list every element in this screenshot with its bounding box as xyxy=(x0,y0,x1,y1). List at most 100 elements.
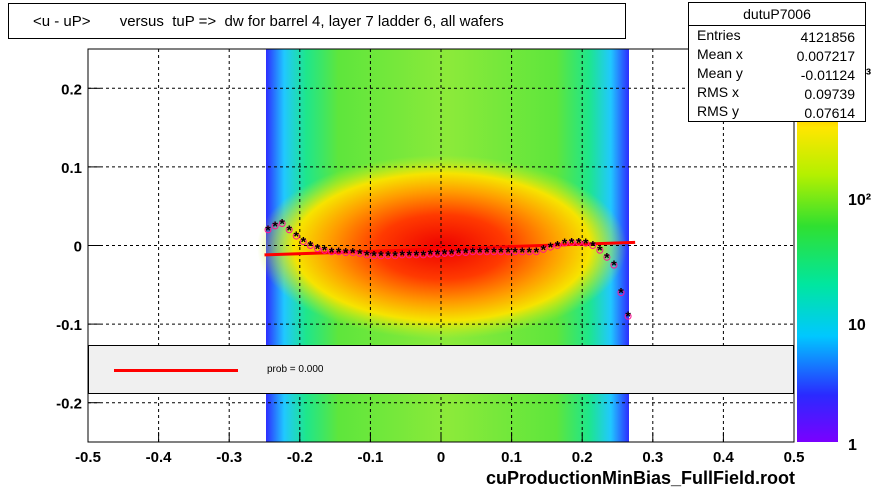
legend-box: prob = 0.000 xyxy=(88,345,794,394)
profile-marker-star: * xyxy=(378,248,384,264)
profile-marker-open xyxy=(462,249,470,257)
profile-marker-star: * xyxy=(322,242,328,258)
profile-marker-star: * xyxy=(548,239,554,255)
profile-marker-star: * xyxy=(505,244,511,260)
heatmap-core xyxy=(257,155,627,339)
profile-marker-open xyxy=(476,248,484,256)
stats-value: -0.01124 xyxy=(800,67,855,83)
profile-marker-open xyxy=(321,246,329,254)
color-bar-label: 10² xyxy=(848,192,871,209)
x-tick-label: -0.4 xyxy=(146,449,173,466)
profile-marker-star: * xyxy=(625,308,631,324)
profile-marker-star: * xyxy=(449,245,455,261)
profile-marker-open xyxy=(525,248,533,256)
x-tick-label: -0.2 xyxy=(287,449,313,466)
profile-marker-open xyxy=(497,248,505,256)
profile-marker-star: * xyxy=(364,247,370,263)
profile-marker-star: * xyxy=(272,218,278,234)
profile-marker-open xyxy=(441,249,449,257)
profile-marker-star: * xyxy=(597,242,603,258)
profile-marker-star: * xyxy=(399,247,405,263)
profile-marker-open xyxy=(596,246,604,254)
axes: -0.5 -0.4 -0.3 -0.2 -0.1 0 0.1 0.2 0.3 0.4 0.5 -0.2… xyxy=(56,81,804,466)
profile-marker-star: * xyxy=(583,235,589,251)
profile-marker-open xyxy=(448,249,456,257)
profile-marker-star: * xyxy=(301,234,307,250)
stats-key: Mean x xyxy=(697,46,743,62)
profile-marker-open xyxy=(405,251,413,259)
profile-marker-open xyxy=(370,252,378,260)
profile-marker-open xyxy=(299,238,307,246)
profile-marker-open xyxy=(426,250,434,258)
y-tick-label: 0.2 xyxy=(61,81,82,98)
profile-marker-open xyxy=(603,253,611,261)
x-tick-label: -0.3 xyxy=(216,449,242,466)
profile-marker-star: * xyxy=(371,248,377,264)
profile-marker-star: * xyxy=(611,257,617,273)
profile-marker-open xyxy=(504,248,512,256)
profile-marker-open xyxy=(264,226,272,234)
profile-marker-open xyxy=(335,248,343,256)
profile-marker-open xyxy=(511,248,519,256)
x-tick-label: -0.1 xyxy=(357,449,383,466)
x-tick-label: 0.3 xyxy=(642,449,663,466)
profile-marker-star: * xyxy=(527,244,533,260)
y-tick-label: -0.1 xyxy=(56,317,82,334)
stats-value: 0.09739 xyxy=(804,86,855,102)
profile-marker-open xyxy=(342,249,350,257)
legend-fit-line xyxy=(114,369,238,372)
profile-marker-star: * xyxy=(498,244,504,260)
profile-marker-open xyxy=(384,252,392,260)
color-bar-label: 1 xyxy=(848,437,857,454)
profile-marker-star: * xyxy=(456,245,462,261)
profile-marker-open xyxy=(278,219,286,227)
profile-marker-star: * xyxy=(491,244,497,260)
x-tick-label: 0.2 xyxy=(572,449,593,466)
profile-marker-open xyxy=(539,245,547,253)
stats-name: dutuP7006 xyxy=(689,3,865,26)
y-tick-label: 0.1 xyxy=(61,160,82,177)
profile-marker-star: * xyxy=(286,222,292,238)
profile-marker-star: * xyxy=(279,215,285,231)
profile-marker-star: * xyxy=(576,234,582,250)
profile-marker-star: * xyxy=(315,241,321,257)
profile-marker-open xyxy=(582,239,590,247)
profile-marker-open xyxy=(553,242,561,249)
stats-row: RMS x 0.09739 xyxy=(689,83,865,102)
stats-row: Mean x 0.007217 xyxy=(689,45,865,64)
color-bar-labels: 11010²10³ xyxy=(848,67,871,454)
profile-marker-open xyxy=(328,248,336,256)
stats-value: 0.07614 xyxy=(804,105,855,121)
profile-marker-star: * xyxy=(463,245,469,261)
profile-marker-open xyxy=(356,249,364,257)
profile-marker-open xyxy=(363,251,371,259)
profile-marker-open xyxy=(292,232,300,240)
profile-marker-open xyxy=(433,250,441,258)
profile-marker-open xyxy=(610,261,618,269)
profile-marker-star: * xyxy=(590,238,596,254)
profile-marker-star: * xyxy=(385,248,391,264)
stats-key: Entries xyxy=(697,27,741,43)
profile-marker-open xyxy=(483,248,491,256)
profile-marker-star: * xyxy=(534,244,540,260)
profile-marker-star: * xyxy=(519,244,525,260)
footer-filename: cuProductionMinBias_FullField.root xyxy=(486,468,796,488)
x-tick-label: 0.4 xyxy=(713,449,735,466)
x-tick-label: 0.5 xyxy=(784,449,805,466)
profile-marker-star: * xyxy=(428,246,434,262)
profile-marker-open xyxy=(412,251,420,259)
profile-marker-star: * xyxy=(484,244,490,260)
profile-marker-star: * xyxy=(336,244,342,260)
profile-marker-open xyxy=(377,252,385,260)
profile-marker-open xyxy=(624,312,632,320)
profile-marker-star: * xyxy=(329,244,335,260)
profile-marker-open xyxy=(561,239,569,247)
profile-marker-star: * xyxy=(392,248,398,264)
stats-row: Entries 4121856 xyxy=(689,26,865,45)
profile-marker-star: * xyxy=(512,244,518,260)
profile-marker-open xyxy=(419,251,427,259)
profile-marker-star: * xyxy=(343,245,349,261)
profile-marker-open xyxy=(391,252,399,260)
profile-marker-open xyxy=(469,248,477,256)
x-tick-label: 0 xyxy=(437,449,445,466)
